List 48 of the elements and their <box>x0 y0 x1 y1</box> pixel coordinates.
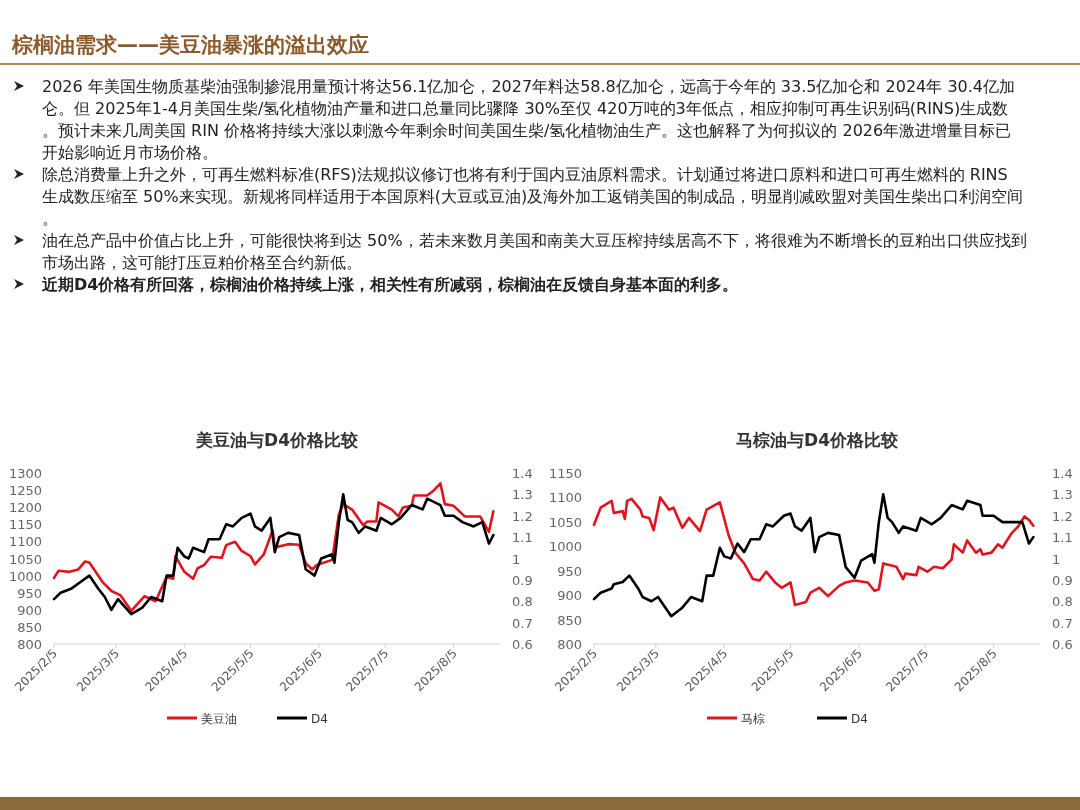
y2-tick-label: 1.3 <box>512 487 533 503</box>
text: 除总消费量上升之外，可再生燃料标准(RFS)法规拟议修订也将有利于国内豆油原料需求。计划通过将进口原料和进口可再生燃料的 RINS 生成数压缩至 50%来实现。新规将同样适用于本国原料(大豆或豆油)及海外加工返销美国的制成品，明显削减欧盟对美国生柴出口利润空间。 <box>42 165 1024 228</box>
y-tick-label: 1050 <box>548 514 582 530</box>
y2-tick-label: 0.6 <box>512 637 533 652</box>
y-tick-label: 800 <box>557 637 582 652</box>
legend-label: D4 <box>311 712 328 726</box>
y-tick-label: 1100 <box>8 534 42 550</box>
text: 2026 年美国生物质基柴油强制掺混用量预计将达56.1亿加仑，2027年料达58.8亿加仑，远高于今年的 33.5亿加仑和 2024年 30.4亿加仑。但 2025年1-4月美国生柴/氢化植物油产量和进口总量同比骤降 30%至仅 420万吨的3年低点，相应抑制可再生识别码(RINS)生成数。预计未来几周美国 RIN 价格将持续大涨以刺激今年剩余时间美国生柴/氢化植物油生产。这也解释了为何拟议的 2026年激进增量目标已开始影响近月市场价格。 <box>42 77 1015 162</box>
y-tick-label: 1250 <box>8 483 42 499</box>
y-tick-label: 1200 <box>8 500 42 516</box>
legend-label: 马棕 <box>741 712 765 726</box>
y-tick-label: 1100 <box>548 490 582 506</box>
y2-tick-label: 1 <box>1052 551 1061 567</box>
y2-tick-label: 1 <box>512 551 521 567</box>
y-tick-label: 900 <box>557 588 582 604</box>
y2-tick-label: 0.7 <box>512 615 533 631</box>
y2-tick-label: 0.9 <box>512 572 533 588</box>
y-tick-label: 950 <box>17 585 42 601</box>
y2-tick-label: 0.6 <box>1052 637 1073 652</box>
y-tick-label: 1000 <box>8 568 42 584</box>
y2-tick-label: 0.8 <box>1052 594 1073 610</box>
y-tick-label: 1050 <box>8 551 42 567</box>
chart-title: 马棕油与D4价格比较 <box>736 430 899 450</box>
legend-label: D4 <box>851 712 868 726</box>
y-tick-label: 1150 <box>548 466 582 481</box>
y-tick-label: 950 <box>557 563 582 579</box>
y2-tick-label: 1.1 <box>512 530 533 546</box>
y-tick-label: 850 <box>17 619 42 635</box>
y-tick-label: 850 <box>557 612 582 628</box>
y-tick-label: 1150 <box>8 517 42 533</box>
y2-tick-label: 1.1 <box>1052 530 1073 546</box>
y2-tick-label: 1.2 <box>1052 508 1073 524</box>
legend-label: 美豆油 <box>201 712 237 726</box>
text: 近期D4价格有所回落，棕榈油价格持续上涨，相关性有所减弱，棕榈油在反馈自身基本面的利多。 <box>41 275 739 294</box>
text: 棕榈油需求——美豆油暴涨的溢出效应 <box>11 33 369 57</box>
y2-tick-label: 1.2 <box>512 508 533 524</box>
y-tick-label: 900 <box>17 602 42 618</box>
y2-tick-label: 1.3 <box>1052 487 1073 503</box>
chart-title: 美豆油与D4价格比较 <box>195 430 359 450</box>
y2-tick-label: 0.9 <box>1052 572 1073 588</box>
y2-tick-label: 1.4 <box>1052 466 1073 481</box>
y2-tick-label: 0.7 <box>1052 615 1073 631</box>
y-tick-label: 1300 <box>8 466 42 481</box>
y-tick-label: 1000 <box>548 539 582 555</box>
text: 油在总产品中价值占比上升，可能很快将到达 50%，若未来数月美国和南美大豆压榨持续居高不下，将很难为不断增长的豆粕出口供应找到市场出路，这可能打压豆粕价格至合约新低。 <box>42 231 1027 272</box>
y2-tick-label: 0.8 <box>512 594 533 610</box>
y-tick-label: 800 <box>17 637 42 652</box>
y2-tick-label: 1.4 <box>512 466 533 481</box>
